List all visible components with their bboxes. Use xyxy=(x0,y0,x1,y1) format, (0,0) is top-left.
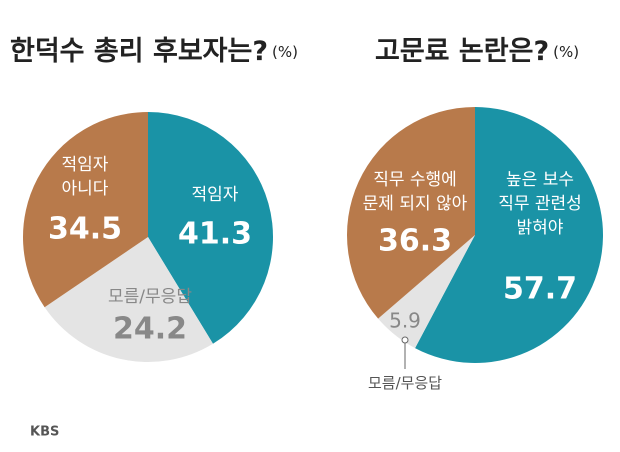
unit: (%) xyxy=(272,43,298,61)
pie-slice xyxy=(415,107,603,363)
slice-label: 높은 보수 직무 관련성 밝혀야 xyxy=(498,170,582,238)
value-label: 5.9 xyxy=(389,309,421,333)
title-text: 한덕수 총리 후보자는? xyxy=(10,36,268,67)
slice-label: 적임자 아니다 xyxy=(62,155,109,199)
title-text: 고문료 논란은? xyxy=(375,36,549,67)
pie-slice xyxy=(44,237,213,362)
pie-slice xyxy=(22,112,149,308)
value-label: 41.3 xyxy=(178,217,252,252)
logo: KBS xyxy=(30,425,59,440)
pie-slice xyxy=(148,112,274,344)
chart-title: 고문료 논란은? (%) xyxy=(375,36,579,67)
slice-label: 모름/무응답 xyxy=(368,374,442,392)
leader-dot xyxy=(401,336,409,344)
slice-label: 직무 수행에 문제 되지 않아 xyxy=(363,170,468,214)
chart-title: 한덕수 총리 후보자는? (%) xyxy=(10,36,298,67)
value-label: 36.3 xyxy=(378,224,452,259)
value-label: 34.5 xyxy=(48,212,122,247)
slice-label: 적임자 xyxy=(192,185,239,205)
pie-slice xyxy=(346,107,475,319)
value-label: 57.7 xyxy=(503,272,577,307)
unit: (%) xyxy=(553,43,579,61)
value-label: 24.2 xyxy=(113,312,187,347)
pie-slice xyxy=(378,235,475,349)
slice-label: 모름/무응답 xyxy=(108,287,192,307)
